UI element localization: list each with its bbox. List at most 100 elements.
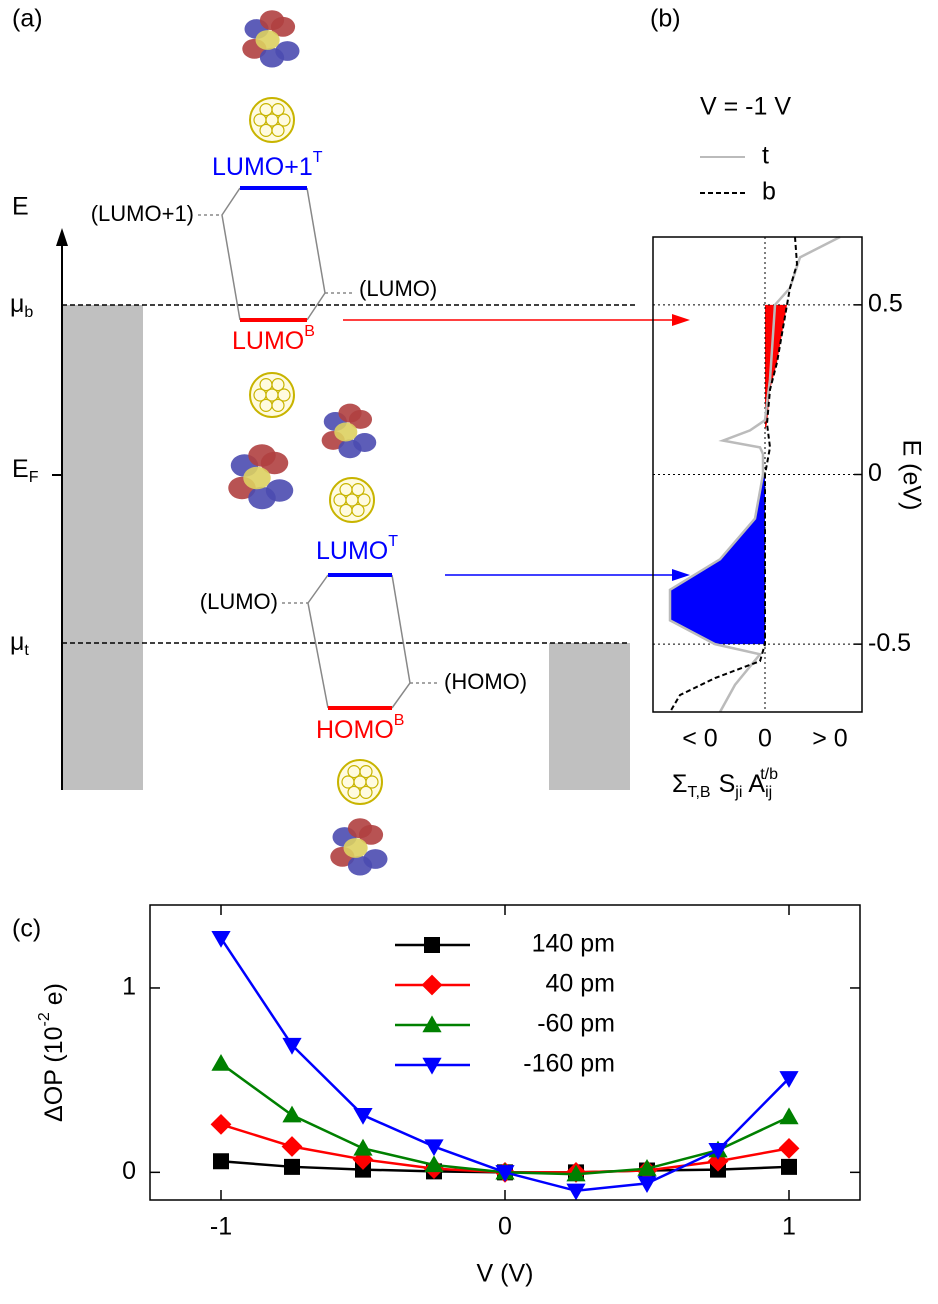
symbol: E: [12, 455, 29, 483]
area-fill: [670, 475, 765, 645]
marker: [779, 1138, 800, 1159]
legend-label: -60 pm: [537, 1010, 615, 1038]
lobe: [256, 30, 280, 50]
lobe: [338, 439, 361, 458]
name: LUMO: [316, 537, 388, 565]
orbital: [322, 404, 377, 459]
orbital: [242, 10, 299, 67]
fullerene: [330, 478, 374, 522]
y-axis-label: ΔOP (10-2 e): [36, 983, 67, 1122]
marker: [213, 1153, 229, 1169]
x-tick-label: 1: [782, 1213, 796, 1241]
symbol: S: [719, 770, 736, 798]
connector: [222, 188, 240, 320]
orbital-label: (LUMO+1): [91, 201, 194, 226]
name: LUMO+1: [212, 153, 313, 181]
sub: F: [29, 469, 39, 486]
y-tick-label: -0.5: [868, 629, 911, 657]
symbol: μ: [10, 290, 24, 318]
cage: [250, 98, 294, 142]
marker: [422, 975, 443, 996]
marker: [353, 1139, 372, 1156]
molecules: [228, 10, 387, 875]
connector: [392, 575, 410, 708]
lobe: [338, 404, 361, 423]
sup: B: [304, 323, 315, 340]
orbital: [228, 444, 293, 509]
energy-label: E: [12, 193, 29, 221]
cage: [250, 373, 294, 417]
y-axis-label: E (eV): [897, 440, 925, 511]
name: LUMO: [232, 327, 304, 355]
sup: -2: [36, 1012, 53, 1026]
legend-title: V = -1 V: [700, 93, 791, 121]
y-tick-label: 0.5: [868, 289, 903, 317]
marker: [779, 1107, 798, 1124]
level-label: LUMO+1T: [212, 149, 323, 180]
fullerene: [338, 760, 382, 804]
level-label: HOMOB: [316, 712, 404, 743]
x-tick-label: < 0: [682, 725, 717, 753]
marker: [353, 1108, 372, 1125]
sup: B: [394, 712, 405, 729]
legend-label: -160 pm: [523, 1050, 615, 1078]
x-tick-label: 0: [758, 725, 772, 753]
x-tick-label: -1: [210, 1213, 232, 1241]
orbital-label: (LUMO): [200, 589, 278, 614]
level-label: LUMOB: [232, 323, 315, 354]
marker: [282, 1106, 301, 1123]
lobe: [260, 48, 284, 68]
tip-bar: [62, 305, 143, 790]
x-axis-label: V (V): [477, 1260, 534, 1288]
sup: T: [388, 533, 398, 550]
cage: [338, 760, 382, 804]
x-tick-label: 0: [498, 1213, 512, 1241]
sub: b: [24, 304, 33, 321]
panel-label: (c): [12, 915, 41, 943]
legend-label: 40 pm: [546, 970, 615, 998]
marker: [211, 1114, 232, 1135]
legend-label: b: [762, 178, 776, 206]
lobe: [248, 444, 276, 467]
upper-connectors: [198, 188, 355, 320]
x-tick-label: > 0: [812, 725, 847, 753]
marker: [781, 1159, 797, 1175]
arrow-head: [672, 314, 690, 326]
axis-arrow: [56, 228, 68, 246]
fermi-label: EF: [12, 455, 39, 487]
orbital-label: (HOMO): [444, 669, 527, 694]
figure: (a) E μb EF μt LUMO+1T LUMOB (LUMO+1) (L…: [0, 0, 938, 1304]
panel-label: (b): [650, 5, 681, 33]
lobe: [334, 423, 357, 442]
lobe: [344, 838, 368, 858]
sub: T,B: [687, 784, 710, 801]
panel-b: (b)tbV = -1 V-0.500.5< 00> 0E (eV)ΣT,BSj…: [650, 5, 925, 802]
lower-connectors: [282, 575, 440, 708]
substrate-bar: [549, 643, 630, 790]
sub: ji: [734, 784, 742, 801]
marker: [424, 937, 440, 953]
symbol: μ: [10, 628, 24, 656]
marker: [282, 1136, 303, 1157]
lobe: [243, 467, 271, 490]
sub: t: [24, 642, 29, 659]
lobe: [248, 487, 276, 510]
sub: ij: [765, 784, 772, 801]
lobe: [260, 10, 284, 30]
text: ΔOP (10: [40, 1026, 68, 1121]
mu-b-label: μb: [10, 290, 33, 322]
sup: T: [313, 149, 323, 166]
mu-t-label: μt: [10, 628, 29, 660]
sum: Σ: [672, 770, 687, 798]
marker: [284, 1159, 300, 1175]
connector: [307, 188, 325, 320]
panel-a: (a) E μb EF μt LUMO+1T LUMOB (LUMO+1) (L…: [10, 5, 690, 876]
legend-label: t: [762, 142, 769, 170]
fullerene: [250, 373, 294, 417]
text: e): [40, 983, 68, 1012]
y-tick-label: 1: [122, 973, 136, 1001]
marker: [566, 1184, 585, 1201]
cage: [330, 478, 374, 522]
